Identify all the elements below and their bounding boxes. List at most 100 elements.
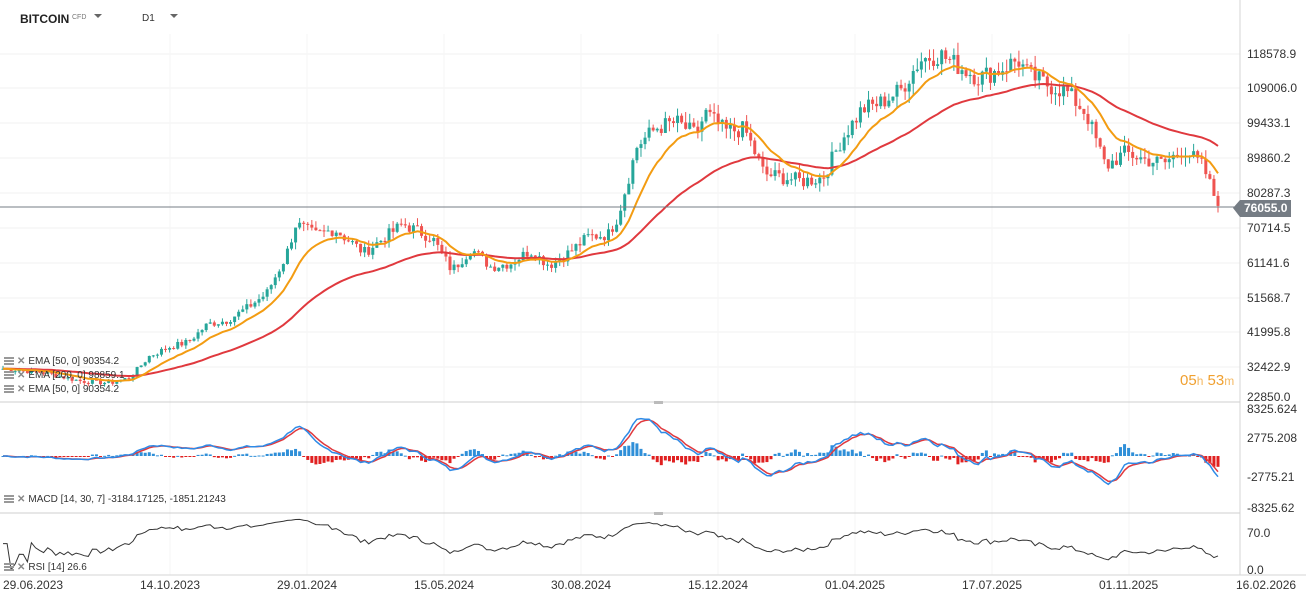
remove-indicator-icon[interactable]: ✕ — [17, 384, 26, 395]
legend-rsi[interactable]: ✕ RSI [14] 26.6 — [4, 562, 87, 573]
macd-hist-bar — [838, 450, 842, 456]
macd-hist-bar — [164, 456, 168, 457]
remove-indicator-icon[interactable]: ✕ — [17, 562, 26, 573]
macd-hist-bar — [554, 455, 558, 457]
candle-body — [1029, 65, 1033, 67]
candle-body — [107, 380, 111, 383]
candle-body — [611, 229, 615, 232]
candle-body — [1143, 157, 1147, 159]
candle-body — [346, 240, 350, 242]
candle-body — [525, 251, 529, 257]
candle-body — [1216, 195, 1220, 206]
candle-body — [359, 243, 363, 253]
macd-hist-bar — [834, 446, 838, 456]
macd-hist-bar — [367, 456, 371, 459]
candle-body — [1147, 158, 1151, 167]
macd-hist-bar — [635, 443, 639, 456]
symbol-name[interactable]: BITCOIN — [20, 12, 70, 26]
candle-body — [38, 371, 42, 373]
macd-hist-bar — [915, 453, 919, 456]
candle-body — [90, 379, 94, 384]
remove-indicator-icon[interactable]: ✕ — [17, 356, 26, 367]
symbol-dropdown-icon[interactable] — [94, 14, 102, 18]
candle-body — [355, 241, 359, 244]
macd-hist-bar — [797, 451, 801, 456]
macd-hist-bar — [1110, 455, 1114, 457]
legend-ema50[interactable]: ✕ EMA [50, 0] 90354.2 — [4, 356, 119, 367]
candle-body — [952, 54, 956, 60]
legend-label: EMA [50, 0] 90354.2 — [28, 356, 120, 367]
chart-toolbar: BITCOIN CFD D1 — [0, 0, 1240, 34]
candle-body — [285, 248, 289, 265]
macd-hist-bar — [663, 456, 667, 461]
macd-hist-bar — [395, 451, 399, 456]
timeframe-selector[interactable]: D1 — [142, 13, 155, 24]
candle-body — [1135, 157, 1139, 160]
macd-hist-bar — [224, 456, 228, 459]
indicator-settings-icon[interactable] — [4, 385, 14, 394]
macd-hist-bar — [907, 456, 911, 457]
macd-hist-bar — [785, 453, 789, 456]
price-grid — [0, 34, 1240, 575]
remove-indicator-icon[interactable]: ✕ — [17, 494, 26, 505]
remove-indicator-icon[interactable]: ✕ — [17, 370, 26, 381]
macd-hist-bar — [818, 452, 822, 456]
candle-body — [269, 285, 273, 290]
candle-body — [208, 322, 212, 324]
candle-body — [273, 277, 277, 286]
candle-body — [493, 266, 497, 271]
candle-body — [704, 109, 708, 122]
macd-hist-bar — [1021, 456, 1025, 457]
macd-hist-bar — [745, 456, 749, 457]
macd-hist-bar — [647, 454, 651, 456]
candle-body — [302, 222, 306, 224]
candle-body — [570, 250, 574, 252]
candle-body — [233, 316, 237, 323]
indicator-settings-icon[interactable] — [4, 495, 14, 504]
macd-hist-bar — [830, 445, 834, 456]
legend-ema200[interactable]: ✕ EMA [200, 0] 98859.1 — [4, 370, 125, 381]
macd-hist-bar — [883, 456, 887, 463]
macd-hist-bar — [74, 456, 78, 457]
macd-hist-bar — [968, 456, 972, 460]
candle-body — [50, 372, 54, 374]
candle-body — [29, 369, 33, 374]
macd-hist-bar — [944, 456, 948, 459]
candle-body — [712, 112, 716, 114]
candle-body — [66, 377, 70, 379]
macd-tick: 2775.208 — [1247, 431, 1298, 445]
macd-hist-bar — [1029, 456, 1033, 458]
candle-body — [854, 120, 858, 123]
macd-hist-bar — [107, 454, 111, 456]
macd-hist-bar — [716, 456, 720, 461]
legend-ema50-secondary[interactable]: ✕ EMA [50, 0] 90354.2 — [4, 384, 119, 395]
macd-hist-bar — [655, 456, 659, 463]
candle-body — [627, 183, 631, 195]
candle-body — [976, 84, 980, 86]
candle-body — [598, 237, 602, 239]
candle-body — [960, 70, 964, 74]
indicator-settings-icon[interactable] — [4, 563, 14, 572]
macd-hist-bar — [184, 456, 188, 457]
candle-body — [86, 382, 90, 384]
candle-body — [306, 223, 310, 225]
macd-hist-bar — [432, 456, 436, 458]
macd-hist-bar — [598, 456, 602, 459]
pane-resize-handle[interactable] — [654, 401, 663, 404]
candle-body — [737, 131, 741, 138]
timeframe-dropdown-icon[interactable] — [170, 14, 178, 18]
price-tick: 70714.5 — [1247, 221, 1291, 235]
macd-hist-bar — [1151, 455, 1155, 457]
legend-macd[interactable]: ✕ MACD [14, 30, 7] -3184.17125, -1851.21… — [4, 494, 226, 505]
macd-hist-bar — [54, 456, 58, 458]
macd-hist-bar — [220, 456, 224, 458]
candle-body — [688, 122, 692, 129]
pane-resize-handle[interactable] — [654, 512, 663, 515]
macd-hist-bar — [712, 455, 716, 457]
indicator-settings-icon[interactable] — [4, 371, 14, 380]
macd-hist-bar — [911, 452, 915, 456]
candle-body — [310, 224, 314, 228]
indicator-settings-icon[interactable] — [4, 357, 14, 366]
candle-body — [54, 373, 58, 378]
